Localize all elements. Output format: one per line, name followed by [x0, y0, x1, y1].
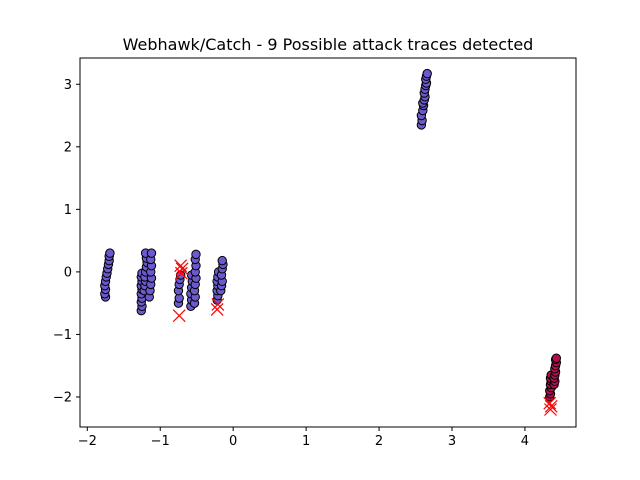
y-tick-label: 3 — [64, 78, 72, 93]
y-tick-label: 2 — [64, 140, 72, 155]
chart-title: Webhawk/Catch - 9 Possible attack traces… — [123, 35, 534, 54]
anomaly-x-marker — [543, 396, 557, 410]
x-tick-label: 3 — [448, 434, 456, 449]
x-tick-label: 1 — [302, 434, 310, 449]
x-tick-label: −1 — [151, 434, 170, 449]
x-axis: −2 −1 0 1 2 3 4 — [78, 427, 529, 449]
y-tick-label: −2 — [53, 390, 72, 405]
anomaly-x-marker — [544, 399, 558, 413]
data-point — [146, 248, 157, 258]
y-tick-label: 1 — [64, 203, 72, 218]
y-tick-label: 0 — [64, 265, 72, 280]
data-point — [105, 248, 115, 258]
data-point — [217, 255, 227, 266]
anomaly-x-marker — [174, 266, 188, 280]
data-point — [191, 249, 201, 260]
x-tick-label: 2 — [375, 434, 383, 449]
y-axis: −2 −1 0 1 2 3 — [53, 78, 80, 405]
x-tick-label: 4 — [521, 434, 529, 449]
y-tick-label: −1 — [53, 328, 72, 343]
data-point — [551, 353, 562, 363]
x-tick-label: −2 — [78, 434, 97, 449]
anomaly-x-marker — [544, 403, 557, 416]
x-tick-label: 0 — [229, 434, 237, 449]
anomaly-x-marker — [211, 297, 225, 311]
plot-frame — [79, 57, 577, 428]
anomaly-x-marker — [172, 309, 186, 323]
anomaly-x-marker — [175, 262, 189, 276]
anomaly-x-marker — [210, 302, 224, 316]
marks-layer — [100, 68, 562, 416]
data-point — [422, 68, 432, 79]
